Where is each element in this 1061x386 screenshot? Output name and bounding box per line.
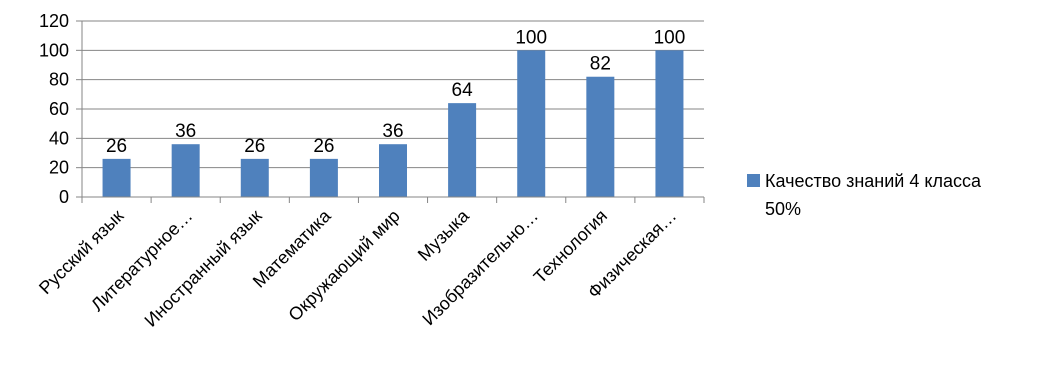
y-axis-tick-label: 80 (49, 70, 69, 90)
data-label: 36 (175, 121, 196, 142)
legend-label-line2: 50% (765, 199, 801, 219)
y-axis-tick-label: 100 (39, 40, 69, 60)
y-axis-tick-label: 40 (49, 128, 69, 148)
y-axis-tick-label: 120 (39, 11, 69, 31)
bars (102, 50, 684, 198)
y-axis-tick-labels: 0 20 40 60 80 100 120 (39, 11, 69, 207)
legend-label-line1: Качество знаний 4 класса (765, 171, 982, 191)
x-axis-tick-label: Иностранный язык (141, 206, 266, 331)
data-label: 26 (244, 136, 265, 157)
legend-swatch (747, 174, 760, 187)
data-label: 26 (106, 136, 127, 157)
data-label: 64 (452, 80, 474, 101)
x-axis-tick-label: Изобразительно… (418, 206, 542, 330)
bar (309, 158, 338, 197)
bar (102, 158, 131, 197)
bar (586, 76, 615, 197)
data-label: 36 (382, 121, 403, 142)
bar (171, 144, 200, 197)
x-axis-tick-label: Музыка (414, 205, 474, 265)
legend: Качество знаний 4 класса 50% (747, 171, 982, 219)
data-label: 82 (590, 54, 611, 75)
bar (655, 50, 684, 198)
y-axis-tick-label: 60 (49, 99, 69, 119)
bar (517, 50, 546, 198)
bar (379, 144, 407, 197)
axes (81, 21, 705, 203)
y-axis-tick-label: 20 (49, 158, 69, 178)
data-label: 26 (313, 136, 334, 157)
y-axis-tick-label: 0 (59, 187, 69, 207)
data-label: 100 (654, 27, 686, 48)
bar (448, 103, 477, 197)
data-label: 100 (515, 27, 547, 48)
data-labels: 26 36 26 26 36 64 100 82 100 (106, 27, 685, 157)
bar (240, 158, 269, 197)
